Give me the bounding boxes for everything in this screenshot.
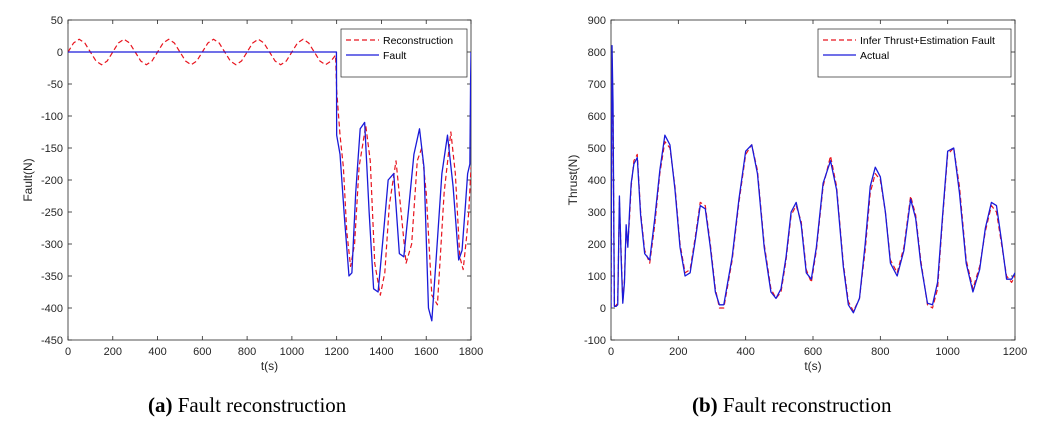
x-axis-label: t(s)	[261, 359, 278, 373]
x-tick-label: 600	[804, 346, 822, 358]
chart-fault-reconstruction: 0 200 400 600 800 1000 1200 1400 1600 1800 50 0 -50 -…	[21, 15, 483, 373]
legend: Infer Thrust+Estimation Fault Actual	[817, 28, 1012, 78]
series-line-primary	[68, 38, 471, 306]
x-tick-label: 0	[65, 346, 71, 358]
x-tick-label: 600	[193, 346, 211, 358]
x-tick-label: 400	[736, 346, 754, 358]
legend-entry: Fault	[383, 50, 406, 62]
y-tick-label: 800	[588, 47, 606, 59]
y-tick-label: 200	[588, 239, 606, 251]
y-tick-label: -400	[41, 303, 63, 315]
y-tick-label: 900	[588, 15, 606, 27]
legend-entry: Reconstruction	[383, 35, 453, 47]
series-line-secondary	[611, 44, 1015, 314]
y-tick-label: 500	[588, 143, 606, 155]
y-axis-label: Fault(N)	[21, 158, 35, 201]
x-tick-label: 1200	[324, 346, 348, 358]
y-tick-label: 300	[588, 207, 606, 219]
legend-entry: Actual	[860, 50, 889, 62]
series-group	[68, 38, 471, 322]
y-axis-label: Thrust(N)	[566, 155, 580, 206]
x-axis-label: t(s)	[804, 359, 821, 373]
y-tick-label: -300	[41, 239, 63, 251]
x-tick-label: 800	[871, 346, 889, 358]
y-tick-label: 0	[600, 303, 606, 315]
x-tick-label: 1400	[369, 346, 393, 358]
series-line-primary	[611, 57, 1015, 312]
series-line-secondary	[68, 51, 471, 322]
caption-a: (a) Fault reconstruction	[148, 393, 346, 418]
caption-b: (b) Fault reconstruction	[692, 393, 891, 418]
y-tick-label: 0	[57, 47, 63, 59]
y-tick-label: -50	[47, 79, 63, 91]
x-tick-label: 1000	[935, 346, 959, 358]
x-tick-label: 0	[608, 346, 614, 358]
caption-b-text: Fault reconstruction	[722, 393, 892, 417]
y-tick-label: 600	[588, 111, 606, 123]
y-tick-label: -200	[41, 175, 63, 187]
chart-thrust-estimation: 0 200 400 600 800 1000 12009008007006005004003…	[566, 15, 1027, 373]
legend-entry: Infer Thrust+Estimation Fault	[860, 35, 995, 47]
x-tick-label: 200	[669, 346, 687, 358]
y-tick-label: 50	[51, 15, 63, 27]
x-tick-label: 200	[104, 346, 122, 358]
y-tick-label: -100	[584, 335, 606, 347]
y-tick-label: 400	[588, 175, 606, 187]
y-tick-label: -250	[41, 207, 63, 219]
legend-box	[817, 28, 1012, 78]
caption-a-text: Fault reconstruction	[177, 393, 347, 417]
legend-box	[340, 28, 468, 78]
x-tick-label: 400	[148, 346, 166, 358]
x-tick-label: 1000	[280, 346, 304, 358]
y-tick-label: 700	[588, 79, 606, 91]
caption-b-label: (b)	[692, 393, 718, 417]
x-tick-label: 1600	[414, 346, 438, 358]
y-tick-label: -450	[41, 335, 63, 347]
x-tick-label: 800	[238, 346, 256, 358]
series-group	[611, 44, 1015, 314]
y-tick-label: -350	[41, 271, 63, 283]
y-tick-label: -150	[41, 143, 63, 155]
y-tick-label: 100	[588, 271, 606, 283]
legend: Reconstruction Fault	[340, 28, 468, 78]
y-tick-label: -100	[41, 111, 63, 123]
x-tick-label: 1800	[459, 346, 483, 358]
caption-a-label: (a)	[148, 393, 173, 417]
x-tick-label: 1200	[1003, 346, 1027, 358]
